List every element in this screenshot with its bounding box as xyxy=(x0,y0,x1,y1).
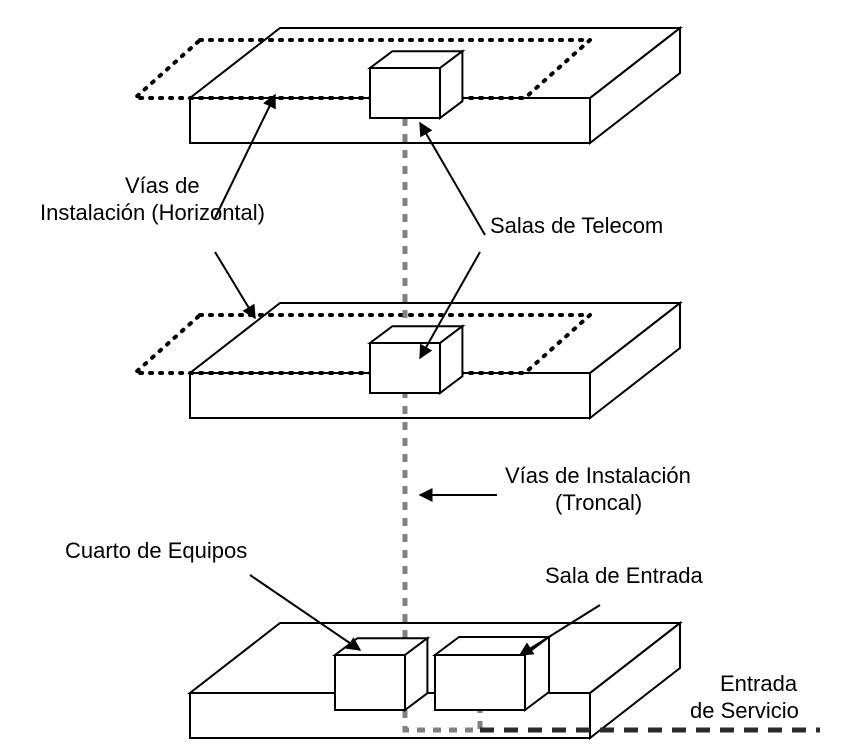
box-sala-entrada xyxy=(435,655,525,710)
callout-arrow xyxy=(420,123,485,235)
label-entrada-l1: Entrada xyxy=(720,671,797,697)
label-entrada-l2: de Servicio xyxy=(690,698,799,724)
callout-arrow xyxy=(520,605,600,655)
label-vias-horiz-l1: Vías de xyxy=(125,173,200,199)
label-sala-entrada: Sala de Entrada xyxy=(545,563,703,589)
box-telecom-mid xyxy=(370,343,440,393)
label-salas-telecom: Salas de Telecom xyxy=(490,213,663,239)
label-vias-troncal-l2: (Troncal) xyxy=(555,490,642,516)
label-vias-troncal-l1: Vías de Instalación xyxy=(505,463,691,489)
building-telecom-diagram xyxy=(0,0,842,751)
callout-arrow xyxy=(215,252,255,318)
label-cuarto-equipos: Cuarto de Equipos xyxy=(65,538,247,564)
label-vias-horiz-l2: Instalación (Horizontal) xyxy=(40,200,265,226)
box-cuarto-equipos xyxy=(335,655,405,710)
box-telecom-top xyxy=(370,68,440,118)
callout-arrow xyxy=(250,575,360,650)
